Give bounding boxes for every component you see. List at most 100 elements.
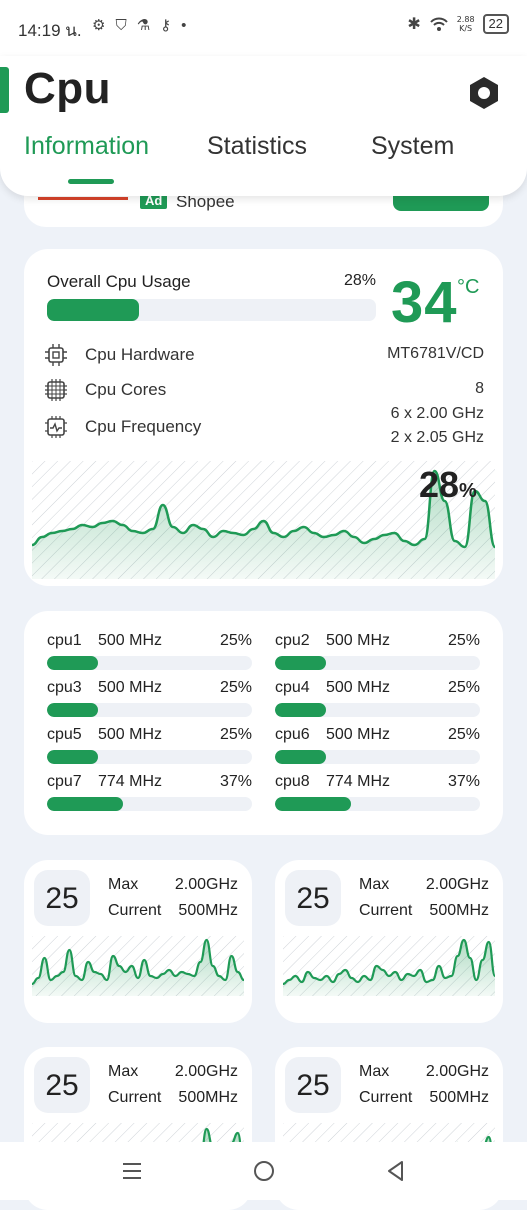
core-usage-graph (283, 936, 495, 996)
status-icons-left: ⚙ ⛉ ⚗ ⚷ • (92, 16, 186, 36)
cpu-hardware-value: MT6781V/CD (387, 345, 484, 362)
core-load-box: 25 (34, 1057, 90, 1113)
current-label: Current (359, 1089, 413, 1106)
back-icon[interactable] (381, 1156, 411, 1186)
home-icon[interactable] (249, 1156, 279, 1186)
shield-icon: ⛉ (115, 17, 127, 34)
cpu-usage-graph (32, 461, 495, 579)
core-frequency: 774 MHz (326, 773, 391, 790)
max-label: Max (108, 876, 139, 893)
graph-usage-unit: % (459, 480, 477, 502)
ad-text: Shopee (176, 192, 235, 211)
overall-usage-percent: 28% (344, 272, 377, 289)
current-frequency: 500MHz (178, 1089, 238, 1106)
core-percent: 25% (447, 726, 480, 743)
ad-badge: Ad (140, 192, 168, 209)
current-frequency: 500MHz (429, 1089, 489, 1106)
core-percent: 25% (219, 679, 252, 696)
core-name: cpu2 (275, 632, 310, 649)
page-title: Cpu (24, 64, 112, 113)
core-percent: 25% (447, 632, 480, 649)
current-label: Current (108, 1089, 162, 1106)
core-name: cpu6 (275, 726, 310, 743)
core-name: cpu8 (275, 773, 310, 790)
core-usage-fill (47, 750, 99, 764)
tab-information[interactable]: Information (24, 132, 150, 160)
dot-icon: • (181, 17, 187, 34)
core-row-cpu3: cpu3 500 MHz 25% (47, 679, 252, 721)
core-name: cpu4 (275, 679, 310, 696)
core-percent: 25% (219, 726, 252, 743)
core-percent: 25% (447, 679, 480, 696)
frequency-chip-icon (45, 416, 67, 438)
max-frequency: 2.00GHz (425, 1063, 489, 1080)
cpu-cores-value: 8 (475, 380, 484, 397)
app-header: Cpu Information Statistics System (0, 56, 527, 196)
status-bar: 14:19 น. ⚙ ⛉ ⚗ ⚷ • ✱ 2.88 K/S 22 (0, 0, 527, 56)
core-usage-fill (275, 797, 351, 811)
max-frequency: 2.00GHz (174, 1063, 238, 1080)
core-frequency: 500 MHz (326, 726, 391, 743)
cpu-frequency-label: Cpu Frequency (85, 417, 202, 436)
core-usage-bar (275, 656, 480, 670)
active-tab-indicator (68, 179, 114, 184)
core-frequency: 500 MHz (326, 632, 391, 649)
core-name: cpu1 (47, 632, 82, 649)
core-load-value: 25 (45, 882, 79, 915)
core-usage-bar (47, 797, 252, 811)
menu-icon[interactable] (117, 1156, 147, 1186)
temperature-value: 34 (391, 270, 458, 335)
tab-bar: Information Statistics System (0, 132, 527, 172)
core-percent: 25% (219, 632, 252, 649)
network-speed: 2.88 K/S (457, 15, 475, 33)
max-label: Max (359, 876, 390, 893)
overall-usage-label: Overall Cpu Usage (47, 272, 191, 291)
core-name: cpu5 (47, 726, 82, 743)
core-percent: 37% (219, 773, 252, 790)
ad-action-button[interactable] (393, 192, 489, 211)
core-card-1: 25 Max 2.00GHz Current 500MHz (24, 860, 252, 1023)
core-name: cpu7 (47, 773, 82, 790)
core-usage-bar (47, 750, 252, 764)
graph-usage-percent: 28% (419, 464, 477, 506)
core-frequency: 500 MHz (326, 679, 391, 696)
cpu-cores-row: Cpu Cores 8 (44, 378, 484, 404)
core-row-cpu6: cpu6 500 MHz 25% (275, 726, 480, 768)
max-frequency: 2.00GHz (174, 876, 238, 893)
core-frequency: 500 MHz (98, 632, 163, 649)
cpu-overview-card: Overall Cpu Usage 28% 34 °C Cpu Hardware… (24, 249, 503, 586)
core-load-value: 25 (45, 1069, 79, 1102)
core-row-cpu2: cpu2 500 MHz 25% (275, 632, 480, 674)
core-load-box: 25 (285, 870, 341, 926)
current-label: Current (359, 902, 413, 919)
gear-icon: ⚙ (92, 17, 106, 34)
core-load-value: 25 (296, 1069, 330, 1102)
core-usage-bar (275, 750, 480, 764)
core-usage-bar (275, 797, 480, 811)
navigation-bar (0, 1142, 527, 1200)
current-frequency: 500MHz (178, 902, 238, 919)
overall-usage-fill (47, 299, 140, 321)
cpu-hardware-label: Cpu Hardware (85, 345, 195, 364)
core-row-cpu1: cpu1 500 MHz 25% (47, 632, 252, 674)
overall-usage-bar (47, 299, 376, 321)
core-frequency: 774 MHz (98, 773, 163, 790)
max-frequency: 2.00GHz (425, 876, 489, 893)
processor-icon (45, 379, 67, 401)
current-frequency: 500MHz (429, 902, 489, 919)
core-row-cpu5: cpu5 500 MHz 25% (47, 726, 252, 768)
settings-hexagon-icon[interactable] (467, 76, 501, 110)
core-usage-fill (275, 750, 327, 764)
status-icons-right: ✱ 2.88 K/S 22 (407, 14, 509, 34)
core-usage-fill (275, 656, 327, 670)
status-time: 14:19 น. (18, 21, 82, 40)
max-label: Max (108, 1063, 139, 1080)
wifi-icon (429, 17, 448, 31)
flask-icon: ⚗ (136, 17, 151, 34)
graph-usage-value: 28 (419, 464, 460, 505)
tab-statistics[interactable]: Statistics (207, 132, 308, 160)
tab-system[interactable]: System (371, 132, 455, 160)
core-usage-bar (47, 656, 252, 670)
core-row-cpu8: cpu8 774 MHz 37% (275, 773, 480, 815)
core-frequency: 500 MHz (98, 726, 163, 743)
